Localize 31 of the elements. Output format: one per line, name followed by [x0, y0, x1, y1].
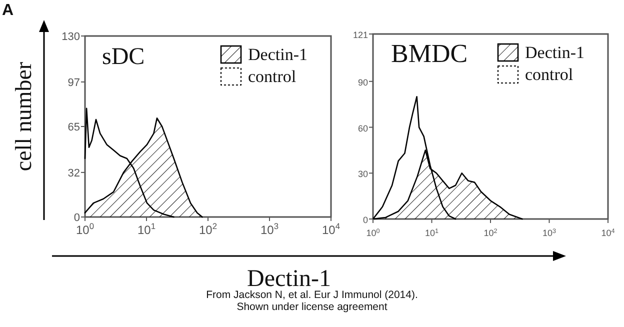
x-tick-label: 10$^{4}$ [601, 228, 616, 238]
y-axis-title: cell number [11, 62, 36, 172]
chart-title: BMDC [391, 39, 468, 68]
y-tick-label: 65 [68, 122, 80, 134]
x-tick-label: 10$^{2}$ [198, 221, 218, 237]
legend-label: control [525, 65, 574, 84]
y-tick-label: 0 [74, 212, 80, 224]
x-tick-label: 10$^{3}$ [542, 228, 556, 238]
y-tick-label: 0 [362, 215, 368, 225]
y-tick-label: 90 [358, 77, 368, 88]
y-tick-label: 30 [358, 169, 368, 180]
x-tick-label: 10$^{2}$ [484, 228, 498, 238]
x-tick-label: 10$^{1}$ [424, 228, 439, 238]
x-tick-label: 10$^{0}$ [366, 228, 380, 238]
y-tick-label: 121 [352, 30, 368, 40]
y-tick-label: 97 [68, 76, 80, 89]
text: A [2, 2, 14, 19]
y-tick-label: 60 [358, 123, 368, 134]
x-tick-label: 10$^{0}$ [76, 221, 94, 237]
y-tick-label: 32 [68, 167, 80, 180]
text: From Jackson N, et al. Eur J Immunol (2014). [206, 289, 418, 301]
text: Shown under license agreement [236, 301, 388, 313]
chart-title: sDC [102, 44, 145, 70]
legend-label: Dectin-1 [248, 45, 308, 64]
x-axis-title: Dectin-1 [247, 266, 331, 292]
legend-label: Dectin-1 [525, 43, 584, 62]
x-tick-label: 10$^{4}$ [322, 221, 340, 237]
x-tick-label: 10$^{3}$ [260, 221, 279, 237]
legend-label: control [248, 67, 296, 86]
y-tick-label: 130 [62, 31, 80, 43]
x-tick-label: 10$^{1}$ [137, 221, 156, 237]
